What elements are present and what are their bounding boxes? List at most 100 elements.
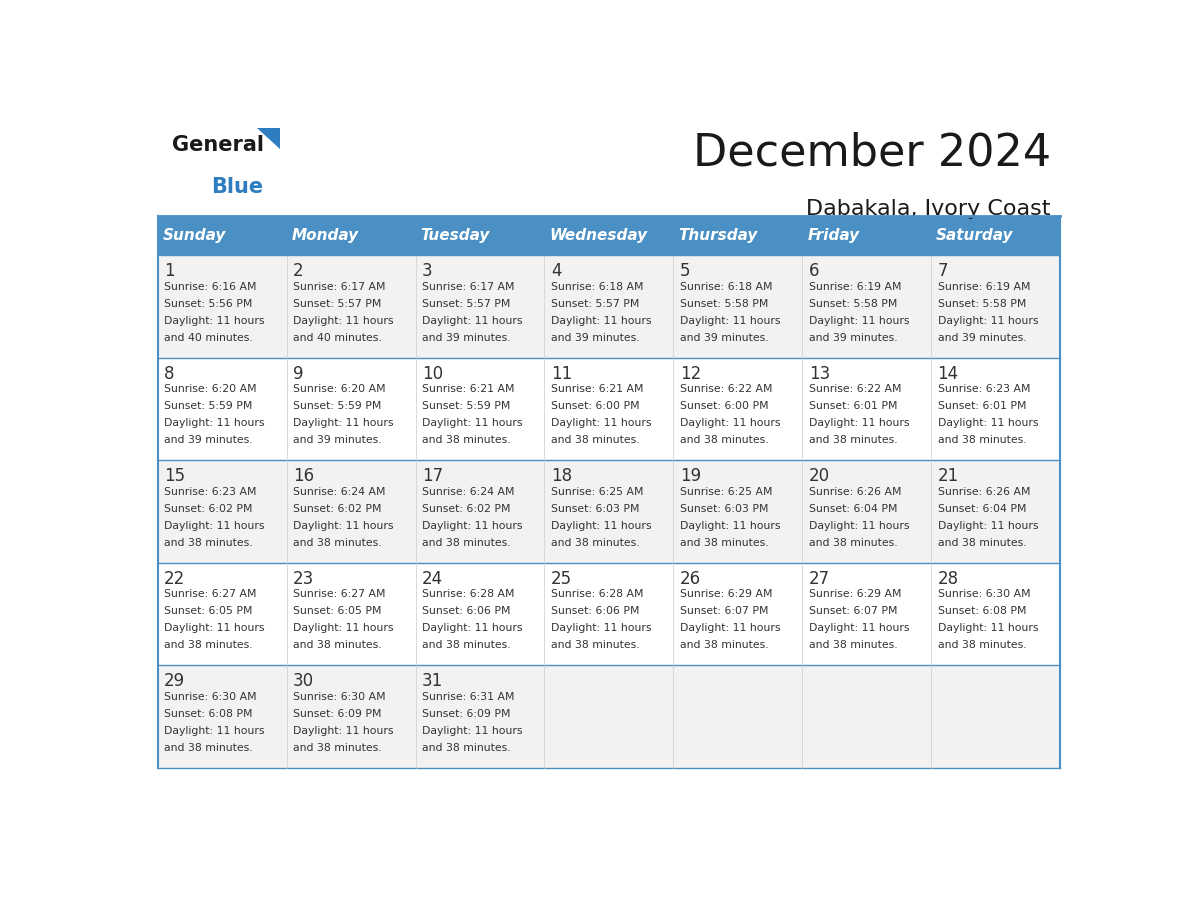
Text: 19: 19 [680,467,701,485]
Text: Daylight: 11 hours: Daylight: 11 hours [937,419,1038,429]
Text: 27: 27 [809,569,829,588]
Text: and 38 minutes.: and 38 minutes. [551,435,639,445]
Text: 4: 4 [551,263,562,280]
Text: Daylight: 11 hours: Daylight: 11 hours [164,726,265,736]
Text: Sunset: 6:08 PM: Sunset: 6:08 PM [937,607,1026,616]
Text: Sunrise: 6:28 AM: Sunrise: 6:28 AM [551,589,644,599]
Text: and 40 minutes.: and 40 minutes. [293,333,381,342]
Text: Thursday: Thursday [678,229,758,243]
Text: Sunset: 5:58 PM: Sunset: 5:58 PM [680,299,769,308]
Text: 29: 29 [164,672,185,690]
Text: Sunrise: 6:23 AM: Sunrise: 6:23 AM [164,487,257,497]
Text: Sunrise: 6:18 AM: Sunrise: 6:18 AM [680,282,772,292]
Text: and 39 minutes.: and 39 minutes. [680,333,769,342]
Text: Sunset: 5:59 PM: Sunset: 5:59 PM [293,401,381,411]
Text: Sunrise: 6:26 AM: Sunrise: 6:26 AM [809,487,902,497]
Text: and 38 minutes.: and 38 minutes. [680,641,769,650]
Text: Daylight: 11 hours: Daylight: 11 hours [293,419,393,429]
Text: 21: 21 [937,467,959,485]
Text: and 38 minutes.: and 38 minutes. [809,435,897,445]
Text: Sunset: 6:00 PM: Sunset: 6:00 PM [551,401,639,411]
Text: and 38 minutes.: and 38 minutes. [293,743,381,753]
Text: 5: 5 [680,263,690,280]
Text: Dabakala, Ivory Coast: Dabakala, Ivory Coast [807,198,1051,218]
Text: Sunrise: 6:29 AM: Sunrise: 6:29 AM [680,589,772,599]
Text: Daylight: 11 hours: Daylight: 11 hours [422,726,523,736]
Text: Sunrise: 6:21 AM: Sunrise: 6:21 AM [551,385,644,395]
Text: Daylight: 11 hours: Daylight: 11 hours [293,521,393,531]
Text: and 38 minutes.: and 38 minutes. [551,538,639,548]
Text: General: General [171,135,264,155]
Text: and 39 minutes.: and 39 minutes. [293,435,381,445]
Text: Sunrise: 6:28 AM: Sunrise: 6:28 AM [422,589,514,599]
Text: and 40 minutes.: and 40 minutes. [164,333,253,342]
Text: Sunset: 6:02 PM: Sunset: 6:02 PM [293,504,381,514]
Text: Sunrise: 6:22 AM: Sunrise: 6:22 AM [809,385,902,395]
Text: Sunrise: 6:17 AM: Sunrise: 6:17 AM [422,282,514,292]
Text: Sunset: 6:01 PM: Sunset: 6:01 PM [809,401,897,411]
Bar [158,460,1060,563]
Text: and 38 minutes.: and 38 minutes. [809,641,897,650]
Text: Daylight: 11 hours: Daylight: 11 hours [422,419,523,429]
Text: Daylight: 11 hours: Daylight: 11 hours [422,623,523,633]
Text: 24: 24 [422,569,443,588]
Text: Sunset: 6:03 PM: Sunset: 6:03 PM [551,504,639,514]
Text: and 38 minutes.: and 38 minutes. [422,743,511,753]
Text: 14: 14 [937,364,959,383]
Text: and 38 minutes.: and 38 minutes. [937,435,1026,445]
Text: Daylight: 11 hours: Daylight: 11 hours [937,623,1038,633]
Text: 7: 7 [937,263,948,280]
Text: Sunset: 6:07 PM: Sunset: 6:07 PM [809,607,897,616]
Text: 20: 20 [809,467,829,485]
Text: 10: 10 [422,364,443,383]
Text: Sunrise: 6:16 AM: Sunrise: 6:16 AM [164,282,257,292]
Text: Sunset: 6:01 PM: Sunset: 6:01 PM [937,401,1026,411]
Text: Daylight: 11 hours: Daylight: 11 hours [551,316,651,326]
Text: and 39 minutes.: and 39 minutes. [164,435,253,445]
Text: Sunset: 6:02 PM: Sunset: 6:02 PM [164,504,253,514]
Text: Sunrise: 6:21 AM: Sunrise: 6:21 AM [422,385,514,395]
Text: Sunrise: 6:20 AM: Sunrise: 6:20 AM [164,385,257,395]
Text: Sunset: 6:05 PM: Sunset: 6:05 PM [164,607,253,616]
Text: 15: 15 [164,467,185,485]
Text: and 38 minutes.: and 38 minutes. [937,538,1026,548]
Text: Daylight: 11 hours: Daylight: 11 hours [551,521,651,531]
Text: and 38 minutes.: and 38 minutes. [293,538,381,548]
Text: Sunset: 6:02 PM: Sunset: 6:02 PM [422,504,511,514]
Text: 9: 9 [293,364,304,383]
Text: Sunset: 6:00 PM: Sunset: 6:00 PM [680,401,769,411]
Text: and 39 minutes.: and 39 minutes. [422,333,511,342]
Text: 16: 16 [293,467,314,485]
Text: Daylight: 11 hours: Daylight: 11 hours [164,623,265,633]
Text: and 38 minutes.: and 38 minutes. [551,641,639,650]
Text: and 38 minutes.: and 38 minutes. [422,435,511,445]
Text: and 38 minutes.: and 38 minutes. [422,538,511,548]
Text: Sunrise: 6:27 AM: Sunrise: 6:27 AM [293,589,386,599]
Text: Daylight: 11 hours: Daylight: 11 hours [551,419,651,429]
Text: 13: 13 [809,364,830,383]
Text: Sunrise: 6:20 AM: Sunrise: 6:20 AM [293,385,386,395]
Text: Sunrise: 6:26 AM: Sunrise: 6:26 AM [937,487,1030,497]
Text: 25: 25 [551,569,571,588]
Text: 2: 2 [293,263,304,280]
Text: Sunset: 5:59 PM: Sunset: 5:59 PM [422,401,511,411]
Text: Daylight: 11 hours: Daylight: 11 hours [680,521,781,531]
Text: 1: 1 [164,263,175,280]
Text: Daylight: 11 hours: Daylight: 11 hours [293,726,393,736]
Bar [158,665,1060,767]
Text: 22: 22 [164,569,185,588]
Bar [158,563,1060,665]
Text: Sunset: 6:03 PM: Sunset: 6:03 PM [680,504,769,514]
Text: Daylight: 11 hours: Daylight: 11 hours [164,316,265,326]
Text: Sunrise: 6:25 AM: Sunrise: 6:25 AM [551,487,644,497]
Text: Daylight: 11 hours: Daylight: 11 hours [809,419,909,429]
Text: December 2024: December 2024 [693,131,1051,174]
Text: Daylight: 11 hours: Daylight: 11 hours [809,316,909,326]
Text: Daylight: 11 hours: Daylight: 11 hours [164,419,265,429]
Text: Sunset: 5:57 PM: Sunset: 5:57 PM [551,299,639,308]
Text: Sunset: 6:09 PM: Sunset: 6:09 PM [422,709,511,719]
Text: and 38 minutes.: and 38 minutes. [293,641,381,650]
Text: 28: 28 [937,569,959,588]
Text: Sunset: 6:06 PM: Sunset: 6:06 PM [551,607,639,616]
Text: Sunset: 5:59 PM: Sunset: 5:59 PM [164,401,253,411]
